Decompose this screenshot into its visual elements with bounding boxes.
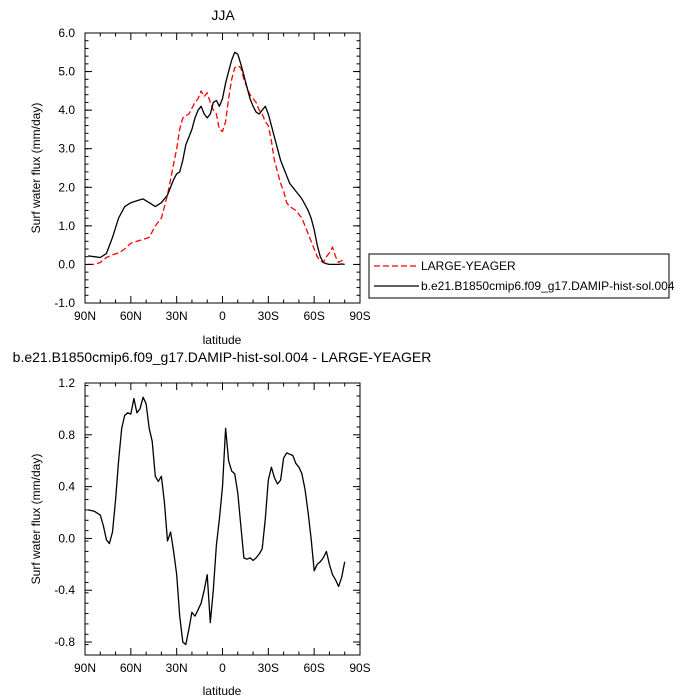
top-chart-ylabel: Surf water flux (mm/day)	[29, 103, 43, 234]
top-x-tick-label: 60N	[120, 309, 142, 323]
top-y-tick-label: 6.0	[58, 26, 75, 40]
bottom-y-tick-label: 0.0	[58, 531, 75, 545]
top-y-tick-label: 4.0	[58, 103, 75, 117]
top-x-tick-label: 60S	[303, 309, 324, 323]
top-series-line-0	[88, 65, 346, 266]
legend-label-model: b.e21.B1850cmip6.f09_g17.DAMIP-hist-sol.…	[421, 279, 675, 293]
top-y-tick-label: 2.0	[58, 180, 75, 194]
bottom-x-tick-label: 0	[219, 661, 226, 675]
bottom-chart-series-group	[87, 396, 346, 646]
top-y-tick-label: 1.0	[58, 219, 75, 233]
top-y-tick-label: 5.0	[58, 65, 75, 79]
top-y-tick-label: 0.0	[58, 257, 75, 271]
top-x-tick-label: 90N	[74, 309, 96, 323]
top-chart-title: JJA	[211, 7, 235, 23]
bottom-y-tick-label: 0.8	[58, 428, 75, 442]
top-x-tick-label: 90S	[349, 309, 370, 323]
top-y-tick-label: 3.0	[58, 142, 75, 156]
bottom-x-tick-label: 60N	[120, 661, 142, 675]
top-chart-series-group	[88, 51, 346, 266]
bottom-chart-ticks: 90N 60N 30N 0 30S 60S 90S -0.8 -0.4 0.0 0.4 0.8 1.2	[54, 376, 370, 675]
bottom-chart-panel: b.e21.B1850cmip6.f09_g17.DAMIP-hist-sol.…	[13, 349, 432, 698]
legend-label-large-yeager: LARGE-YEAGER	[421, 259, 516, 273]
bottom-x-tick-label: 90N	[74, 661, 96, 675]
bottom-chart-ylabel: Surf water flux (mm/day)	[29, 454, 43, 585]
top-chart-xlabel: latitude	[203, 333, 242, 347]
bottom-y-tick-label: 1.2	[58, 376, 75, 390]
top-series-line-1	[88, 51, 345, 266]
bottom-x-tick-label: 90S	[349, 661, 370, 675]
top-y-tick-label: -1.0	[54, 296, 75, 310]
top-chart-panel: JJA 90N 60N 30N 0 30S 60S 90S -1.0 0.0 1.0 2.0 3.0 4…	[29, 7, 675, 347]
top-x-tick-label: 30N	[166, 309, 188, 323]
bottom-y-tick-label: -0.4	[54, 583, 75, 597]
top-chart-frame	[84, 32, 361, 304]
bottom-x-tick-label: 30N	[166, 661, 188, 675]
bottom-series-line-0	[87, 396, 346, 646]
bottom-x-tick-label: 30S	[258, 661, 279, 675]
legend: LARGE-YEAGER b.e21.B1850cmip6.f09_g17.DA…	[368, 253, 675, 299]
bottom-chart-title: b.e21.B1850cmip6.f09_g17.DAMIP-hist-sol.…	[13, 349, 432, 365]
bottom-chart-xlabel: latitude	[203, 684, 242, 698]
bottom-x-tick-label: 60S	[303, 661, 324, 675]
bottom-y-tick-label: -0.8	[54, 635, 75, 649]
bottom-chart-frame	[84, 382, 361, 656]
top-x-tick-label: 30S	[258, 309, 279, 323]
bottom-y-tick-label: 0.4	[58, 480, 75, 494]
legend-box	[368, 253, 670, 299]
top-chart-ticks: 90N 60N 30N 0 30S 60S 90S -1.0 0.0 1.0 2.0 3.0 4.0 5.…	[54, 26, 370, 323]
top-x-tick-label: 0	[219, 309, 226, 323]
